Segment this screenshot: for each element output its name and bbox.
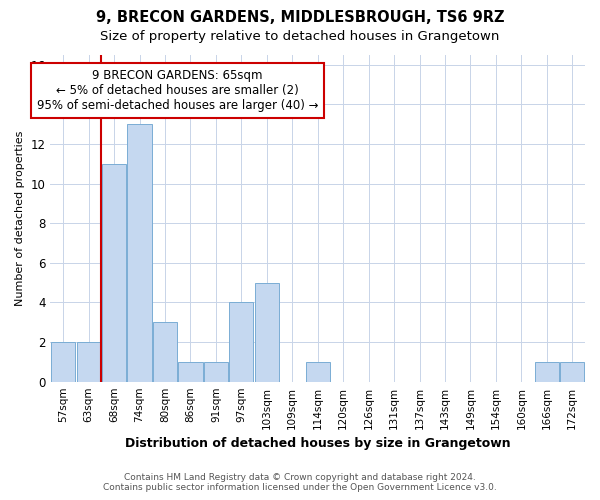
Bar <box>102 164 126 382</box>
Text: 9, BRECON GARDENS, MIDDLESBROUGH, TS6 9RZ: 9, BRECON GARDENS, MIDDLESBROUGH, TS6 9R… <box>96 10 504 25</box>
Bar <box>51 342 75 382</box>
Bar <box>77 342 101 382</box>
X-axis label: Distribution of detached houses by size in Grangetown: Distribution of detached houses by size … <box>125 437 511 450</box>
Bar <box>127 124 152 382</box>
Bar <box>255 282 279 382</box>
Bar <box>535 362 559 382</box>
Bar <box>305 362 330 382</box>
Text: Size of property relative to detached houses in Grangetown: Size of property relative to detached ho… <box>100 30 500 43</box>
Text: Contains HM Land Registry data © Crown copyright and database right 2024.
Contai: Contains HM Land Registry data © Crown c… <box>103 473 497 492</box>
Bar <box>229 302 253 382</box>
Bar <box>204 362 228 382</box>
Text: 9 BRECON GARDENS: 65sqm
← 5% of detached houses are smaller (2)
95% of semi-deta: 9 BRECON GARDENS: 65sqm ← 5% of detached… <box>37 69 319 112</box>
Bar <box>560 362 584 382</box>
Bar <box>153 322 177 382</box>
Bar <box>178 362 203 382</box>
Y-axis label: Number of detached properties: Number of detached properties <box>15 130 25 306</box>
